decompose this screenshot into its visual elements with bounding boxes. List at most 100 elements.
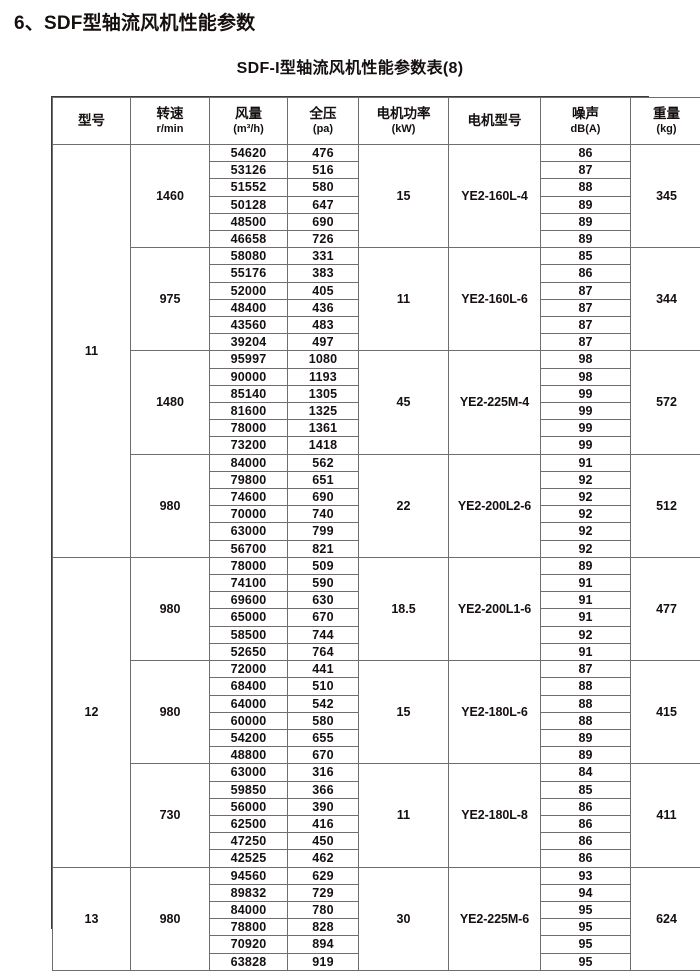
cell-pressure: 542 (288, 695, 359, 712)
cell-pressure: 744 (288, 626, 359, 643)
cell-flow: 58080 (210, 248, 288, 265)
col-header-main: 全压 (288, 106, 358, 123)
cell-weight: 572 (631, 351, 700, 454)
cell-power: 15 (359, 145, 449, 248)
cell-pressure: 1193 (288, 368, 359, 385)
col-header-main: 电机功率 (359, 106, 448, 123)
cell-pressure: 562 (288, 454, 359, 471)
cell-flow: 79800 (210, 471, 288, 488)
cell-noise: 99 (541, 420, 630, 437)
cell-pressure: 690 (288, 489, 359, 506)
col-header-press: 全压(pa) (288, 98, 359, 145)
cell-noise: 89 (541, 214, 630, 231)
cell-flow: 52650 (210, 643, 288, 660)
cell-pressure: 894 (288, 936, 359, 953)
cell-pressure: 919 (288, 953, 359, 970)
cell-noise: 92 (541, 541, 630, 557)
cell-noise: 95 (541, 919, 630, 936)
cell-flow: 74100 (210, 575, 288, 592)
cell-flow: 59850 (210, 781, 288, 798)
cell-flow: 43560 (210, 317, 288, 334)
col-header-unit: (kg) (631, 123, 700, 137)
col-header-main: 风量 (210, 106, 287, 123)
cell-flow: 58500 (210, 626, 288, 643)
cell-pressure: 647 (288, 196, 359, 213)
cell-power: 22 (359, 454, 449, 557)
cell-noise: 99 (541, 437, 630, 453)
cell-flow: 48800 (210, 747, 288, 764)
cell-pressure: 726 (288, 231, 359, 248)
cell-flow: 48400 (210, 299, 288, 316)
cell-motor-model: YE2-180L-6 (449, 661, 541, 764)
col-header-unit: dB(A) (541, 123, 630, 137)
cell-pressure: 509 (288, 557, 359, 574)
cell-flow: 48500 (210, 213, 288, 230)
cell-weight: 477 (631, 557, 700, 660)
col-header-motor: 电机型号 (449, 98, 541, 145)
cell-noise: 84 (541, 764, 630, 781)
col-header-main: 噪声 (541, 106, 630, 123)
cell-flow: 78000 (210, 420, 288, 437)
col-header-flow: 风量(m³/h) (210, 98, 288, 145)
col-header-unit: r/min (131, 123, 209, 137)
cell-noise: 91 (541, 592, 630, 609)
cell-noise: 91 (541, 455, 630, 472)
cell-flow: 63828 (210, 953, 288, 970)
cell-flow: 56000 (210, 798, 288, 815)
cell-pressure: 764 (288, 643, 359, 660)
col-header-main: 转速 (131, 106, 209, 123)
cell-model: 12 (53, 557, 131, 867)
cell-pressure: 462 (288, 850, 359, 867)
cell-pressure: 828 (288, 919, 359, 936)
cell-noise: 95 (541, 936, 630, 953)
cell-noise: 86 (541, 816, 630, 833)
cell-power: 15 (359, 661, 449, 764)
cell-speed: 1480 (131, 351, 210, 454)
cell-noise: 87 (541, 661, 630, 678)
cell-pressure: 390 (288, 798, 359, 815)
cell-pressure: 670 (288, 747, 359, 764)
cell-pressure: 450 (288, 833, 359, 850)
cell-pressure: 580 (288, 179, 359, 196)
cell-motor-model: YE2-160L-6 (449, 248, 541, 351)
cell-model: 13 (53, 867, 131, 970)
cell-noise: 88 (541, 678, 630, 695)
cell-flow: 63000 (210, 523, 288, 540)
col-header-power: 电机功率(kW) (359, 98, 449, 145)
cell-noise: 92 (541, 523, 630, 540)
cell-pressure: 516 (288, 162, 359, 179)
cell-flow: 90000 (210, 368, 288, 385)
cell-speed: 980 (131, 557, 210, 660)
col-header-weight: 重量(kg) (631, 98, 700, 145)
cell-pressure: 630 (288, 592, 359, 609)
cell-flow: 70920 (210, 936, 288, 953)
cell-pressure: 799 (288, 523, 359, 540)
cell-noise: 93 (541, 868, 630, 885)
cell-power: 30 (359, 867, 449, 970)
cell-noise: 85 (541, 782, 630, 799)
cell-flow: 47250 (210, 833, 288, 850)
cell-pressure: 483 (288, 317, 359, 334)
cell-pressure: 580 (288, 712, 359, 729)
cell-pressure: 1361 (288, 420, 359, 437)
cell-pressure: 383 (288, 265, 359, 282)
cell-noise: 89 (541, 747, 630, 763)
cell-flow: 73200 (210, 437, 288, 454)
cell-noise: 92 (541, 472, 630, 489)
cell-noise: 92 (541, 627, 630, 644)
cell-speed: 975 (131, 248, 210, 351)
